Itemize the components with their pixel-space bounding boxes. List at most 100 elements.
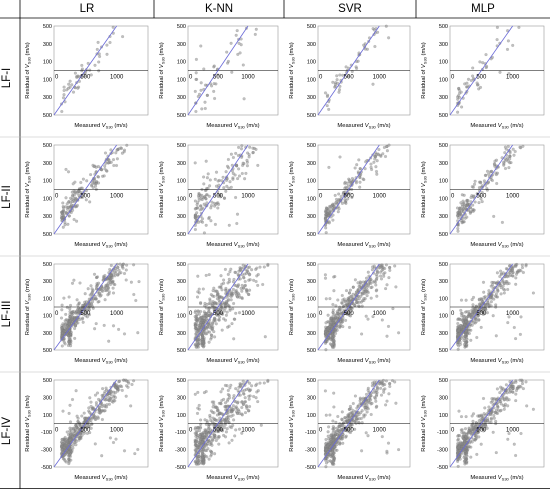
data-point (337, 88, 342, 92)
data-point (485, 64, 489, 68)
x-tick-label: 500 (213, 75, 224, 81)
data-point (369, 281, 373, 286)
data-point (68, 312, 72, 316)
data-point (203, 100, 207, 104)
data-point (489, 296, 493, 300)
data-point (101, 387, 105, 391)
data-point (248, 278, 252, 282)
data-point (512, 384, 516, 389)
data-point (232, 337, 236, 341)
data-point (237, 167, 241, 171)
data-point (323, 332, 327, 336)
data-point (519, 315, 523, 319)
data-point (116, 266, 120, 270)
data-point (506, 437, 510, 441)
data-point (247, 265, 252, 269)
data-point (210, 84, 214, 88)
data-point (234, 311, 238, 315)
data-point (195, 206, 200, 210)
data-point (229, 383, 233, 387)
y-axis-label: Residual of VS30 (m/s) (421, 395, 428, 452)
data-point (103, 298, 107, 302)
data-point (229, 267, 233, 271)
data-point (373, 279, 377, 283)
data-point (196, 390, 200, 394)
y-tick-label: 300 (177, 42, 186, 48)
data-point (504, 267, 508, 271)
data-point (196, 274, 200, 278)
data-point (489, 284, 493, 288)
y-tick-label: 300 (439, 395, 448, 401)
data-point (479, 301, 483, 305)
x-tick-label: 0 (451, 311, 455, 317)
data-point (103, 390, 107, 394)
y-tick-label: 500 (43, 143, 52, 149)
data-point (217, 202, 221, 206)
data-point (369, 412, 373, 417)
data-point (332, 457, 337, 461)
y-tick-label: 300 (307, 214, 316, 220)
y-axis-label: Residual of VS30 (m/s) (159, 279, 166, 336)
data-point (67, 322, 71, 326)
y-tick-label: 300 (307, 95, 316, 101)
data-point (370, 285, 374, 289)
data-point (67, 454, 71, 458)
data-point (481, 280, 486, 284)
data-point (345, 186, 349, 190)
data-point (215, 409, 219, 413)
data-point (241, 161, 245, 165)
data-point (124, 394, 128, 398)
data-point (215, 293, 219, 297)
data-point (90, 291, 94, 295)
data-point (470, 323, 474, 327)
data-point (495, 387, 499, 391)
y-tick-label: 100 (43, 196, 52, 202)
data-point (503, 145, 507, 149)
data-point (233, 173, 237, 177)
data-point (86, 421, 90, 425)
data-point (250, 384, 254, 388)
trend-line (317, 144, 380, 235)
data-point (487, 408, 491, 412)
data-point (225, 299, 229, 303)
data-point (256, 400, 260, 404)
y-tick-label: 300 (307, 331, 316, 337)
data-point (198, 435, 202, 439)
data-point (66, 205, 70, 210)
y-tick-label: 500 (177, 378, 186, 384)
data-point (493, 164, 497, 168)
data-point (380, 435, 384, 439)
data-point (234, 195, 238, 200)
row-header-lf-ii: LF-II (1, 184, 13, 209)
data-point (339, 194, 343, 199)
data-point (493, 410, 497, 414)
data-point (465, 316, 469, 320)
data-point (107, 276, 111, 280)
data-point (213, 96, 217, 101)
y-tick-label: 500 (177, 143, 186, 149)
x-tick-label: 500 (476, 75, 487, 81)
data-point (70, 190, 74, 194)
x-tick-label: 1000 (506, 311, 520, 317)
data-point (385, 283, 389, 287)
data-point (72, 432, 76, 436)
x-tick-label: 500 (80, 75, 91, 81)
data-point (101, 393, 105, 398)
data-point (471, 74, 475, 78)
data-point (201, 433, 205, 437)
y-tick-label: -100 (437, 430, 448, 436)
data-point (489, 412, 493, 416)
data-point (357, 417, 361, 421)
data-point (330, 453, 334, 457)
x-tick-label: 500 (80, 194, 91, 200)
data-point (219, 274, 223, 278)
y-tick-label: 300 (43, 279, 52, 285)
data-point (331, 310, 335, 314)
data-point (365, 294, 369, 298)
data-point (219, 285, 223, 289)
data-point (379, 270, 383, 274)
data-point (243, 279, 247, 284)
data-point (514, 276, 518, 280)
x-tick-label: 0 (55, 428, 59, 434)
data-point (464, 341, 468, 345)
